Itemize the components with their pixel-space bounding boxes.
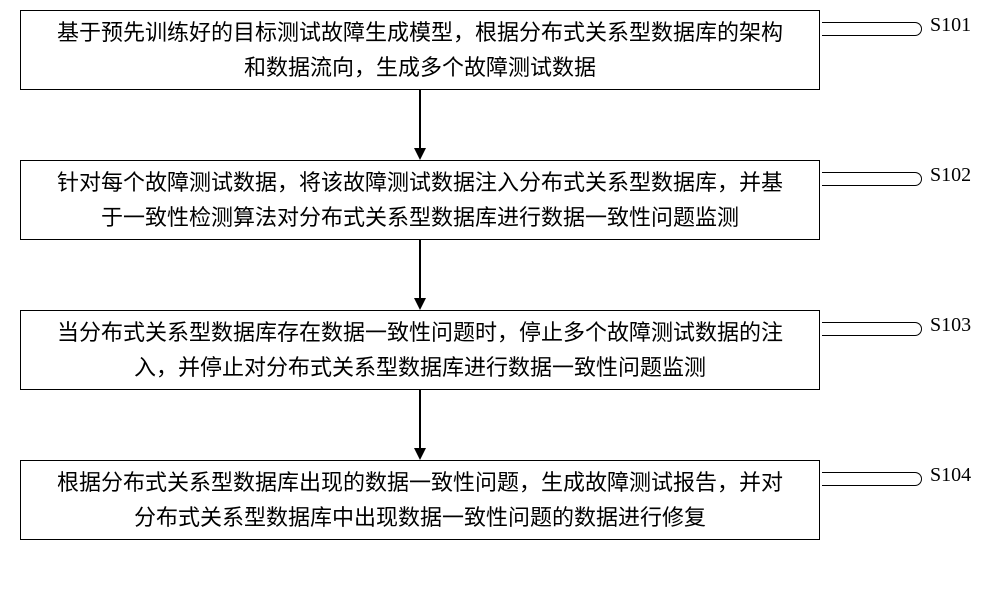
arrow-head-1 [414, 148, 426, 160]
step-line2-s101: 和数据流向，生成多个故障测试数据 [244, 55, 596, 80]
step-line1-s104: 根据分布式关系型数据库出现的数据一致性问题，生成故障测试报告，并对 [57, 470, 783, 495]
step-box-s103: 当分布式关系型数据库存在数据一致性问题时，停止多个故障测试数据的注 入，并停止对… [20, 310, 820, 390]
step-text-s102: 针对每个故障测试数据，将该故障测试数据注入分布式关系型数据库，并基 于一致性检测… [57, 165, 783, 235]
step-label-s104: S104 [930, 464, 971, 487]
step-line1-s101: 基于预先训练好的目标测试故障生成模型，根据分布式关系型数据库的架构 [57, 20, 783, 45]
step-text-s104: 根据分布式关系型数据库出现的数据一致性问题，生成故障测试报告，并对 分布式关系型… [57, 465, 783, 535]
step-line2-s103: 入，并停止对分布式关系型数据库进行数据一致性问题监测 [134, 355, 706, 380]
bracket-s103 [822, 322, 922, 336]
step-label-s101: S101 [930, 14, 971, 37]
step-line1-s103: 当分布式关系型数据库存在数据一致性问题时，停止多个故障测试数据的注 [57, 320, 783, 345]
arrow-head-3 [414, 448, 426, 460]
arrow-head-2 [414, 298, 426, 310]
arrow-line-2 [419, 240, 421, 298]
step-label-s102: S102 [930, 164, 971, 187]
step-box-s104: 根据分布式关系型数据库出现的数据一致性问题，生成故障测试报告，并对 分布式关系型… [20, 460, 820, 540]
bracket-s102 [822, 172, 922, 186]
step-line1-s102: 针对每个故障测试数据，将该故障测试数据注入分布式关系型数据库，并基 [57, 170, 783, 195]
arrow-line-3 [419, 390, 421, 448]
step-line2-s104: 分布式关系型数据库中出现数据一致性问题的数据进行修复 [134, 505, 706, 530]
step-text-s101: 基于预先训练好的目标测试故障生成模型，根据分布式关系型数据库的架构 和数据流向，… [57, 15, 783, 85]
step-text-s103: 当分布式关系型数据库存在数据一致性问题时，停止多个故障测试数据的注 入，并停止对… [57, 315, 783, 385]
flowchart-container: 基于预先训练好的目标测试故障生成模型，根据分布式关系型数据库的架构 和数据流向，… [0, 0, 1000, 605]
bracket-s101 [822, 22, 922, 36]
arrow-line-1 [419, 90, 421, 148]
step-box-s101: 基于预先训练好的目标测试故障生成模型，根据分布式关系型数据库的架构 和数据流向，… [20, 10, 820, 90]
bracket-s104 [822, 472, 922, 486]
step-line2-s102: 于一致性检测算法对分布式关系型数据库进行数据一致性问题监测 [101, 205, 739, 230]
step-box-s102: 针对每个故障测试数据，将该故障测试数据注入分布式关系型数据库，并基 于一致性检测… [20, 160, 820, 240]
step-label-s103: S103 [930, 314, 971, 337]
